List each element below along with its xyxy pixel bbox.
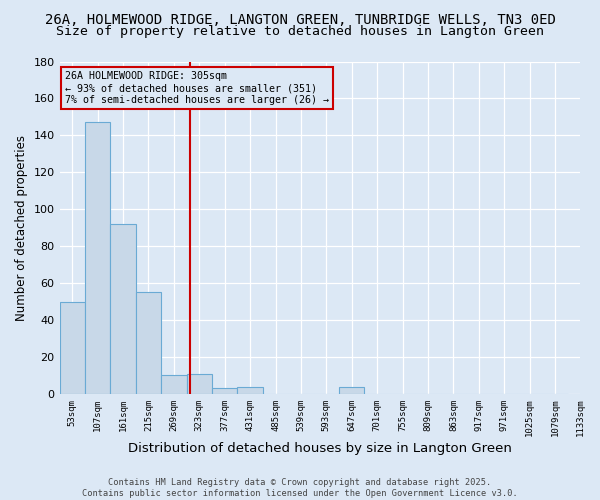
- Bar: [187, 374, 212, 394]
- Y-axis label: Number of detached properties: Number of detached properties: [15, 134, 28, 320]
- Bar: [212, 388, 238, 394]
- Bar: [339, 386, 364, 394]
- Bar: [85, 122, 110, 394]
- X-axis label: Distribution of detached houses by size in Langton Green: Distribution of detached houses by size …: [128, 442, 512, 455]
- Bar: [59, 302, 85, 394]
- Bar: [110, 224, 136, 394]
- Text: 26A, HOLMEWOOD RIDGE, LANGTON GREEN, TUNBRIDGE WELLS, TN3 0ED: 26A, HOLMEWOOD RIDGE, LANGTON GREEN, TUN…: [44, 12, 556, 26]
- Text: 26A HOLMEWOOD RIDGE: 305sqm
← 93% of detached houses are smaller (351)
7% of sem: 26A HOLMEWOOD RIDGE: 305sqm ← 93% of det…: [65, 72, 329, 104]
- Bar: [136, 292, 161, 394]
- Bar: [238, 386, 263, 394]
- Text: Contains HM Land Registry data © Crown copyright and database right 2025.
Contai: Contains HM Land Registry data © Crown c…: [82, 478, 518, 498]
- Text: Size of property relative to detached houses in Langton Green: Size of property relative to detached ho…: [56, 25, 544, 38]
- Bar: [161, 376, 187, 394]
